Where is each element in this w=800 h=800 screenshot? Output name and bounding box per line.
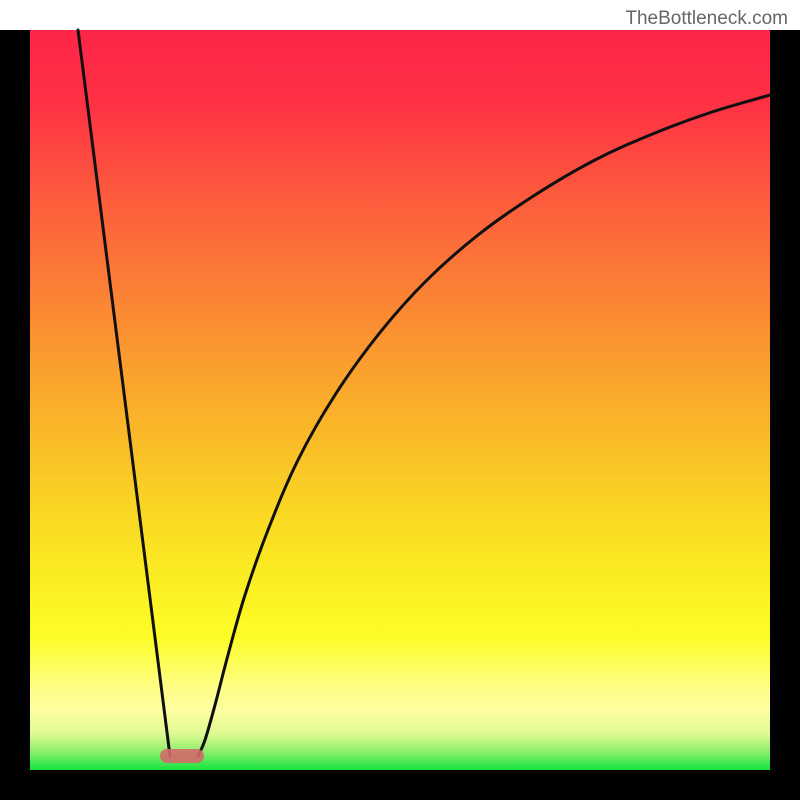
bottleneck-chart: TheBottleneck.com [0,0,800,800]
chart-svg [0,0,800,800]
watermark-text: TheBottleneck.com [625,8,788,30]
